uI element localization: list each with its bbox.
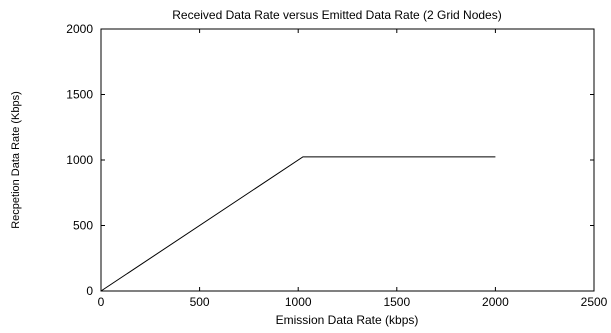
y-tick-label: 500 [73, 219, 93, 233]
x-tick-label: 2500 [581, 295, 608, 309]
x-tick-label: 1500 [383, 295, 410, 309]
y-tick-label: 1500 [66, 88, 93, 102]
y-tick-label: 2000 [66, 22, 93, 36]
y-axis-label: Recpetion Data Rate (Kbps) [10, 91, 22, 229]
y-tick-label: 0 [86, 284, 93, 298]
series-line-0 [101, 157, 495, 291]
x-tick-label: 2000 [482, 295, 509, 309]
series-layer [101, 157, 495, 291]
y-tick-label: 1000 [66, 153, 93, 167]
chart-title: Received Data Rate versus Emitted Data R… [172, 8, 501, 22]
axis-ticks: 0 500 1000 1500 2000 2500 0 500 1000 1500 2000 [66, 22, 607, 309]
plot-frame [101, 29, 594, 291]
x-tick-label: 0 [98, 295, 105, 309]
x-axis-label: Emission Data Rate (kbps) [276, 313, 419, 327]
x-tick-label: 1000 [285, 295, 312, 309]
x-tick-label: 500 [190, 295, 210, 309]
